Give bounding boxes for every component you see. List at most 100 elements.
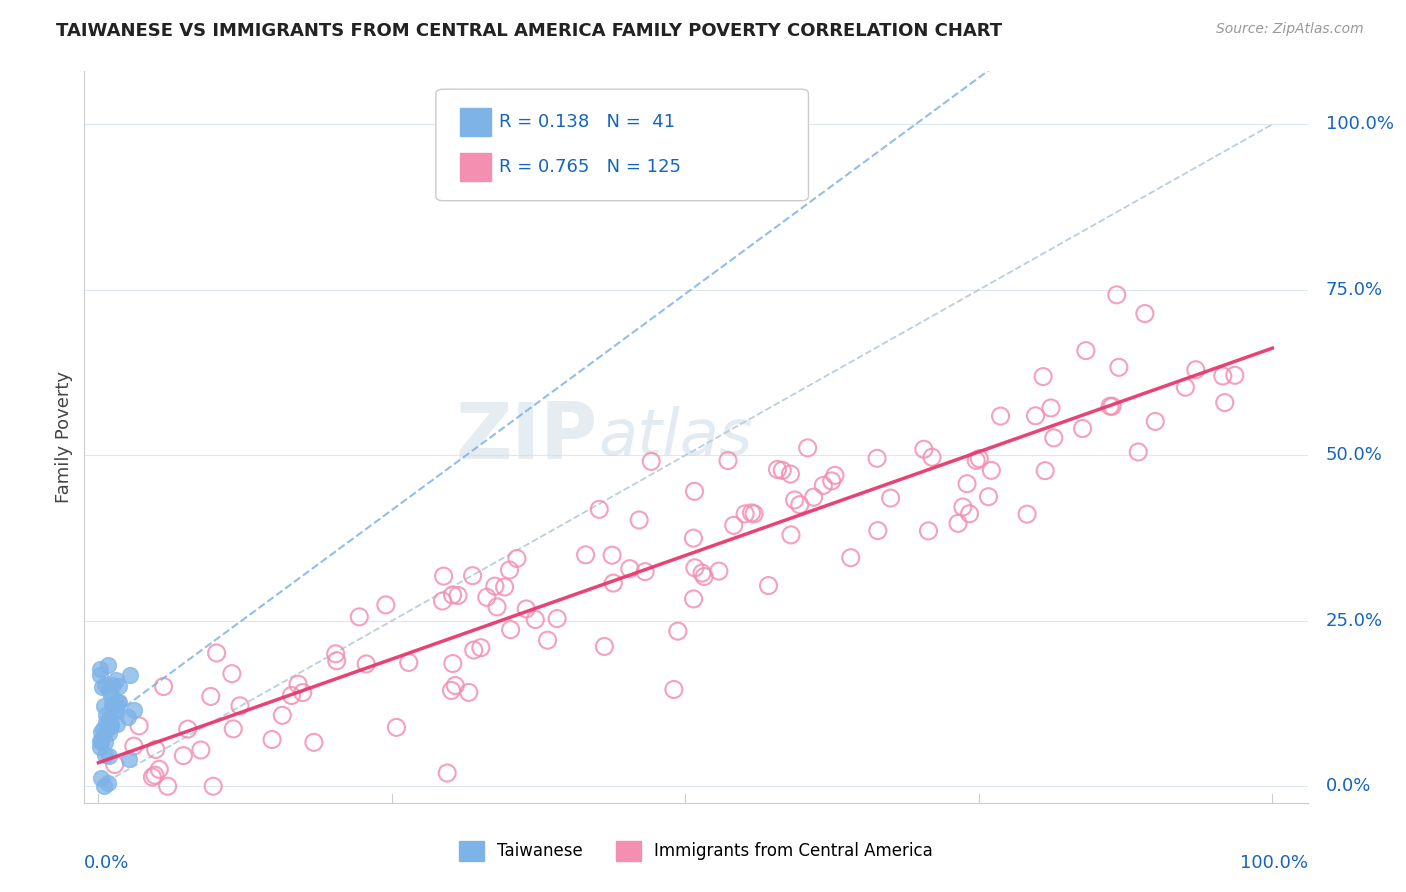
- Point: [485, 599, 508, 614]
- Point: [457, 685, 479, 699]
- Point: [100, 689, 122, 703]
- Point: [1071, 421, 1094, 435]
- Point: [441, 588, 464, 602]
- Point: [813, 478, 835, 492]
- Point: [107, 695, 129, 709]
- Point: [666, 624, 689, 639]
- Point: [222, 722, 245, 736]
- Text: 0.0%: 0.0%: [84, 854, 129, 872]
- Point: [100, 719, 122, 733]
- Point: [546, 611, 568, 625]
- Point: [498, 563, 520, 577]
- Point: [494, 580, 516, 594]
- Point: [683, 484, 706, 499]
- Text: 100.0%: 100.0%: [1240, 854, 1308, 872]
- Text: Source: ZipAtlas.com: Source: ZipAtlas.com: [1216, 22, 1364, 37]
- Point: [128, 719, 150, 733]
- Point: [1105, 288, 1128, 302]
- Point: [779, 467, 801, 481]
- Point: [634, 565, 657, 579]
- Text: 25.0%: 25.0%: [1326, 612, 1384, 630]
- Point: [917, 524, 939, 538]
- Point: [1174, 380, 1197, 394]
- Point: [354, 657, 377, 671]
- Point: [205, 646, 228, 660]
- Point: [104, 697, 127, 711]
- Point: [588, 502, 610, 516]
- Point: [122, 739, 145, 753]
- Point: [1144, 414, 1167, 428]
- Point: [143, 768, 166, 782]
- Point: [1213, 395, 1236, 409]
- Point: [707, 564, 730, 578]
- Point: [93, 735, 115, 749]
- Point: [444, 679, 467, 693]
- Point: [990, 409, 1012, 423]
- Point: [1128, 445, 1150, 459]
- Point: [291, 685, 314, 699]
- Text: R = 0.138   N =  41: R = 0.138 N = 41: [499, 113, 675, 131]
- Point: [156, 779, 179, 793]
- Point: [766, 462, 789, 476]
- Point: [783, 493, 806, 508]
- Point: [91, 722, 114, 736]
- Point: [758, 578, 780, 592]
- Point: [436, 766, 458, 780]
- Point: [463, 643, 485, 657]
- Point: [682, 591, 704, 606]
- Point: [475, 591, 498, 605]
- Point: [104, 702, 127, 716]
- Point: [1032, 369, 1054, 384]
- Point: [965, 453, 987, 467]
- Point: [693, 569, 716, 583]
- Point: [662, 682, 685, 697]
- Point: [374, 598, 396, 612]
- Point: [866, 524, 889, 538]
- Text: TAIWANESE VS IMMIGRANTS FROM CENTRAL AMERICA FAMILY POVERTY CORRELATION CHART: TAIWANESE VS IMMIGRANTS FROM CENTRAL AME…: [56, 22, 1002, 40]
- Point: [97, 725, 120, 739]
- Point: [959, 507, 981, 521]
- Point: [104, 757, 127, 772]
- Point: [262, 732, 284, 747]
- Point: [105, 704, 128, 718]
- Point: [824, 468, 846, 483]
- Point: [980, 463, 1002, 477]
- Point: [93, 747, 115, 762]
- Point: [433, 569, 456, 583]
- Point: [1133, 307, 1156, 321]
- Point: [470, 640, 492, 655]
- Point: [640, 454, 662, 468]
- Point: [103, 677, 125, 691]
- Point: [440, 683, 463, 698]
- Point: [325, 647, 347, 661]
- Point: [89, 734, 111, 748]
- Point: [117, 710, 139, 724]
- Point: [506, 551, 529, 566]
- Point: [602, 576, 624, 591]
- Point: [93, 726, 115, 740]
- Point: [1108, 360, 1130, 375]
- Point: [600, 548, 623, 562]
- Point: [98, 682, 121, 697]
- Point: [803, 490, 825, 504]
- Point: [956, 476, 979, 491]
- Point: [1212, 369, 1234, 384]
- Point: [93, 699, 115, 714]
- Point: [866, 451, 889, 466]
- Point: [499, 623, 522, 637]
- Point: [734, 507, 756, 521]
- Point: [141, 770, 163, 784]
- Point: [952, 500, 974, 514]
- Text: 100.0%: 100.0%: [1326, 115, 1393, 133]
- Point: [398, 656, 420, 670]
- Text: atlas: atlas: [598, 406, 752, 468]
- Text: 50.0%: 50.0%: [1326, 446, 1384, 464]
- Point: [122, 703, 145, 717]
- Point: [821, 474, 844, 488]
- Point: [770, 463, 793, 477]
- Point: [89, 740, 111, 755]
- Point: [152, 680, 174, 694]
- Point: [302, 735, 325, 749]
- Point: [796, 441, 818, 455]
- Point: [108, 679, 131, 693]
